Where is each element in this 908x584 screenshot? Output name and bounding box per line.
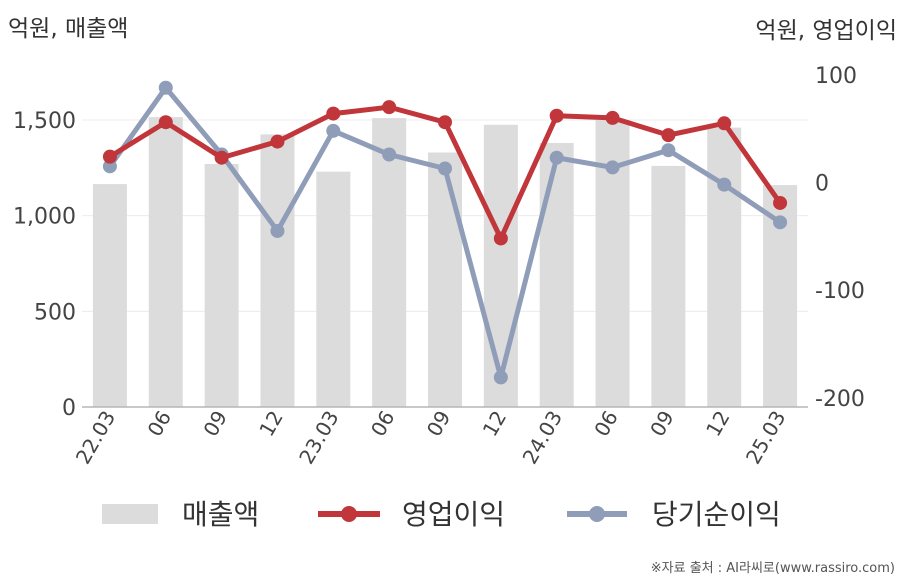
- x-tick-label: 09: [198, 407, 232, 441]
- point-net-income: [773, 215, 788, 230]
- x-tick-label: 25.03: [741, 407, 790, 469]
- bar-revenue: [428, 152, 462, 407]
- point-net-income: [438, 161, 452, 176]
- bar-revenue: [483, 124, 518, 408]
- point-net-income: [549, 150, 564, 165]
- bar-revenue: [707, 127, 742, 408]
- x-tick-label: 23.03: [294, 407, 343, 469]
- legend-marker-operating-profit: [341, 506, 357, 522]
- bar-revenue: [316, 171, 351, 407]
- point-net-income: [717, 177, 732, 192]
- bar-revenue: [92, 184, 127, 407]
- point-operating-profit: [549, 108, 564, 123]
- x-tick-label: 22.03: [71, 407, 120, 469]
- x-tick-label: 06: [366, 407, 400, 441]
- point-operating-profit: [661, 128, 676, 143]
- point-net-income: [270, 223, 285, 238]
- point-operating-profit: [102, 149, 117, 164]
- right-axis-title: 억원, 영업이익: [755, 18, 897, 44]
- source-note: ※자료 출처 : AI라씨로(www.rassiro.com): [651, 561, 895, 576]
- point-operating-profit: [214, 150, 229, 165]
- x-tick-label: 06: [143, 407, 177, 441]
- x-tick-label: 09: [422, 407, 456, 441]
- right-tick-label: -100: [815, 279, 865, 304]
- point-net-income: [661, 143, 676, 158]
- point-net-income: [158, 80, 173, 95]
- bar-revenue: [372, 118, 407, 407]
- left-tick-label: 500: [34, 300, 76, 325]
- point-net-income: [102, 159, 117, 174]
- point-operating-profit: [773, 195, 788, 210]
- x-tick-label: 12: [478, 407, 512, 441]
- left-tick-label: 0: [62, 396, 76, 421]
- point-operating-profit: [382, 100, 397, 115]
- point-net-income: [326, 123, 341, 138]
- legend-label-revenue: 매출액: [182, 498, 259, 531]
- point-net-income: [493, 370, 508, 385]
- left-tick-label: 1,500: [13, 109, 76, 134]
- point-operating-profit: [270, 134, 285, 149]
- point-operating-profit: [158, 115, 173, 130]
- left-axis-title: 억원, 매출액: [8, 16, 128, 42]
- bar-revenue: [260, 134, 295, 407]
- x-tick-label: 12: [701, 407, 735, 441]
- point-net-income: [605, 160, 620, 175]
- right-tick-label: 0: [815, 172, 829, 197]
- legend-label-net-income: 당기순이익: [652, 498, 781, 531]
- legend-label-operating-profit: 영업이익: [402, 498, 505, 531]
- x-tick-label: 24.03: [518, 407, 567, 469]
- point-operating-profit: [438, 115, 452, 130]
- left-tick-label: 1,000: [13, 205, 76, 230]
- bar-revenue: [539, 142, 574, 407]
- bar-revenue: [204, 164, 239, 407]
- legend-swatch-revenue: [102, 504, 158, 524]
- x-tick-label: 09: [645, 407, 679, 441]
- bar-revenue: [651, 165, 686, 407]
- legend-marker-net-income: [589, 506, 605, 522]
- bar-revenue: [148, 117, 183, 407]
- point-operating-profit: [605, 110, 620, 125]
- point-operating-profit: [493, 231, 508, 246]
- right-tick-label: -200: [815, 387, 865, 412]
- point-net-income: [382, 147, 397, 162]
- point-operating-profit: [717, 116, 732, 131]
- x-tick-label: 06: [589, 407, 623, 441]
- point-operating-profit: [326, 106, 341, 121]
- x-tick-label: 12: [254, 407, 288, 441]
- right-tick-label: 100: [815, 64, 857, 89]
